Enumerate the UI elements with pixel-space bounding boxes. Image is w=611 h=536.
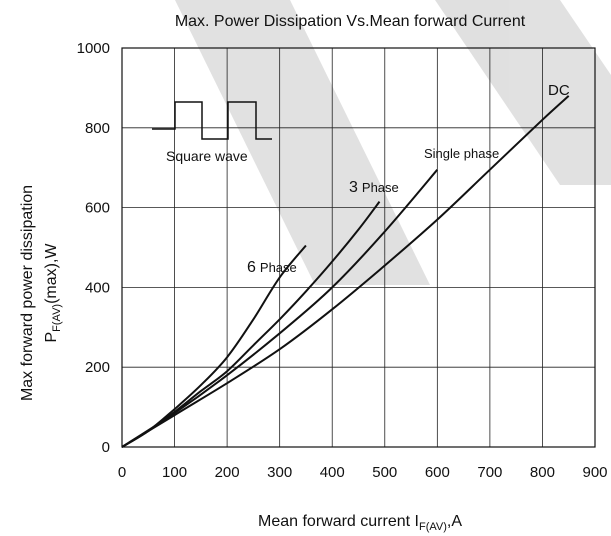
x-tick-label: 700	[477, 464, 502, 481]
y-tick-label: 600	[85, 200, 110, 217]
y-tick-label: 200	[85, 359, 110, 376]
watermark-bands	[175, 0, 611, 285]
square-wave-inset: Square wave	[152, 101, 272, 164]
x-tick-label: 900	[582, 464, 607, 481]
x-tick-label: 100	[162, 464, 187, 481]
x-tick-label: 400	[320, 464, 345, 481]
x-tick-label: 200	[215, 464, 240, 481]
x-tick-label: 0	[118, 464, 126, 481]
x-axis-label-main: Mean forward current	[258, 513, 415, 530]
y-tick-label: 0	[102, 439, 110, 456]
gridlines	[122, 48, 595, 447]
series-label-3-phase: 3 Phase	[349, 179, 399, 196]
y-axis-symbol: P	[43, 332, 60, 343]
series-label-3-phase-text: Phase	[362, 180, 399, 195]
series-label-dc: DC	[548, 82, 570, 99]
x-tick-label: 600	[425, 464, 450, 481]
series-label-6-phase-text: Phase	[260, 260, 297, 275]
y-tick-label: 1000	[77, 40, 110, 57]
x-tick-label: 500	[372, 464, 397, 481]
x-axis-symbol: I	[415, 513, 419, 530]
watermark-band-right	[435, 0, 611, 185]
x-tick-label: 800	[530, 464, 555, 481]
series-label-6-phase: 6 Phase	[247, 259, 297, 276]
x-axis-subscript: F(AV)	[419, 521, 447, 533]
series-label-single-phase: Single phase	[424, 146, 499, 161]
watermark-band-left	[175, 0, 430, 285]
x-axis-suffix: ,A	[447, 513, 462, 530]
square-wave-icon	[152, 101, 272, 140]
y-axis-label-line1: Max forward power dissipation	[19, 185, 36, 401]
y-tick-labels: 0 200 400 600 800 1000	[77, 40, 110, 456]
chart-title: Max. Power Dissipation Vs.Mean forward C…	[175, 13, 526, 30]
series-line-dc	[121, 95, 570, 448]
x-tick-labels: 0 100 200 300 400 500 600 700 800 900	[118, 464, 608, 481]
series-label-3-phase-num: 3	[349, 179, 358, 196]
y-axis-suffix: (max),W	[43, 243, 60, 304]
series-line-6-phase	[121, 244, 307, 448]
series-lines	[121, 95, 570, 448]
y-tick-label: 400	[85, 279, 110, 296]
square-wave-label: Square wave	[166, 148, 248, 164]
y-tick-label: 800	[85, 120, 110, 137]
plot-frame	[121, 47, 596, 448]
x-axis-label: Mean forward current IF(AV),A	[258, 513, 462, 533]
x-tick-label: 300	[267, 464, 292, 481]
y-axis-label-line2: PF(AV)(max),W	[43, 243, 63, 343]
series-line-single-phase	[121, 169, 439, 448]
series-label-6-phase-num: 6	[247, 259, 256, 276]
y-axis-subscript: F(AV)	[51, 304, 63, 332]
